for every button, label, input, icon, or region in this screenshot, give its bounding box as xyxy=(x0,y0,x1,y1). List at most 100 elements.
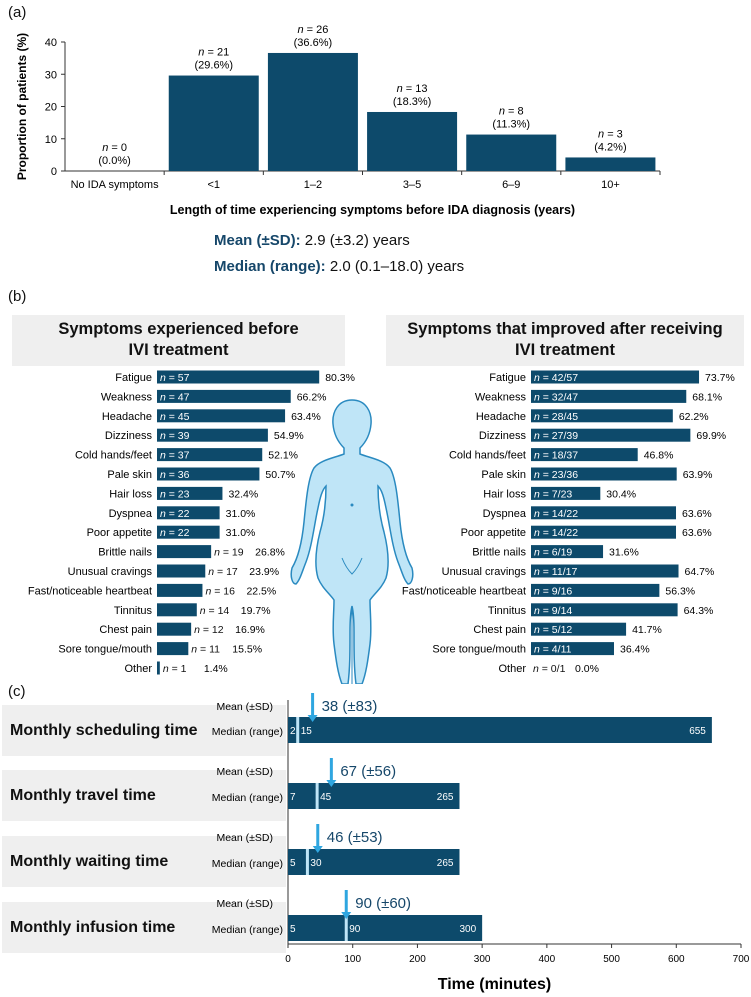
before-header-line2: IVI treatment xyxy=(128,341,229,359)
after-n-label: n = 18/37 xyxy=(534,450,578,462)
after-n-label: n = 28/45 xyxy=(534,411,578,423)
after-pct-label: 63.6% xyxy=(682,527,712,539)
after-bar-12 xyxy=(531,603,678,617)
max-label: 265 xyxy=(437,858,454,869)
median-label: 30 xyxy=(310,858,322,869)
time-x-tick-label: 700 xyxy=(733,954,750,965)
x-tick-label: <1 xyxy=(207,179,220,191)
after-bar-14 xyxy=(531,642,614,656)
before-category-label: Unusual cravings xyxy=(68,566,153,578)
after-n-label: n = 42/57 xyxy=(534,372,578,384)
before-bar-9 xyxy=(157,545,212,559)
min-label: 2 xyxy=(290,726,296,737)
before-bar-10 xyxy=(157,564,206,578)
before-n-label: n = 16 xyxy=(205,585,235,597)
mean-sd-label: Mean (±SD) xyxy=(216,766,273,778)
before-pct-label: 22.5% xyxy=(246,585,276,597)
before-pct-label: 15.5% xyxy=(232,644,262,656)
after-n-label: n = 14/22 xyxy=(534,508,578,520)
bar-3 xyxy=(367,111,458,171)
median-marker-1 xyxy=(315,783,319,809)
after-bar-10 xyxy=(531,564,679,578)
before-bar-13 xyxy=(157,622,192,636)
after-bar-6 xyxy=(531,486,601,500)
median-range-label: Median (range) xyxy=(212,792,283,804)
after-pct-label: 56.3% xyxy=(665,585,695,597)
time-x-tick-label: 400 xyxy=(539,954,556,965)
after-bar-9 xyxy=(531,545,604,559)
after-n-label: n = 5/12 xyxy=(534,624,572,636)
after-pct-label: 73.7% xyxy=(705,372,735,384)
after-bar-1 xyxy=(531,389,687,403)
bar-pct-label: (36.6%) xyxy=(294,37,333,49)
bar-n-label: n = 13 xyxy=(397,83,428,95)
after-pct-label: 62.2% xyxy=(679,411,709,423)
after-bar-13 xyxy=(531,622,627,636)
y-tick-label: 0 xyxy=(51,166,57,178)
time-x-axis-title: Time (minutes) xyxy=(438,976,552,993)
before-pct-label: 54.9% xyxy=(274,430,304,442)
mean-arrow-icon-0 xyxy=(307,715,318,722)
max-label: 265 xyxy=(437,792,454,803)
y-tick-label: 20 xyxy=(45,102,57,114)
before-bar-11 xyxy=(157,583,203,597)
panel-c-label: (c) xyxy=(8,683,26,700)
bar-n-label: n = 0 xyxy=(102,142,127,154)
x-axis-title: Length of time experiencing symptoms bef… xyxy=(170,203,575,217)
min-label: 5 xyxy=(290,924,296,935)
after-pct-label: 30.4% xyxy=(606,488,636,500)
after-bar-2 xyxy=(531,409,673,423)
before-bar-7 xyxy=(157,506,220,520)
median-marker-0 xyxy=(296,717,300,743)
before-header: Symptoms experienced before IVI treatmen… xyxy=(12,315,345,366)
bar-n-label: n = 26 xyxy=(297,24,328,36)
before-category-label: Poor appetite xyxy=(87,527,152,539)
bar-pct-label: (29.6%) xyxy=(194,60,233,72)
after-n-label: n = 0/1 xyxy=(533,663,566,675)
time-x-tick-label: 200 xyxy=(409,954,426,965)
after-pct-label: 63.6% xyxy=(682,508,712,520)
before-pct-label: 63.4% xyxy=(291,411,321,423)
before-n-label: n = 37 xyxy=(160,450,190,462)
after-category-label: Other xyxy=(498,663,526,675)
mean-arrow-icon-1 xyxy=(326,780,337,787)
before-category-label: Pale skin xyxy=(107,469,152,481)
x-tick-label: 1–2 xyxy=(304,179,322,191)
before-pct-label: 80.3% xyxy=(325,372,355,384)
after-header: Symptoms that improved after receiving I… xyxy=(386,315,744,366)
after-pct-label: 64.7% xyxy=(685,566,715,578)
after-bar-5 xyxy=(531,467,677,481)
mean-sd-label: Mean (±SD) xyxy=(216,898,273,910)
before-n-label: n = 23 xyxy=(160,488,190,500)
after-n-label: n = 4/11 xyxy=(534,644,572,656)
after-bar-4 xyxy=(531,448,638,462)
before-bar-1 xyxy=(157,389,291,403)
waiting-label: Monthly waiting time xyxy=(2,836,286,887)
mean-arrow-icon-3 xyxy=(341,912,352,919)
mean-value-label: 67 (±56) xyxy=(340,763,396,780)
before-bar-2 xyxy=(157,409,286,423)
before-category-label: Fast/noticeable heartbeat xyxy=(28,585,152,597)
mean-stat-line: Mean (±SD): 2.9 (±3.2) years xyxy=(214,232,410,249)
bar-n-label: n = 3 xyxy=(598,128,623,140)
x-tick-label: 6–9 xyxy=(502,179,520,191)
before-category-label: Other xyxy=(124,663,152,675)
after-bar-0 xyxy=(531,370,700,384)
after-category-label: Chest pain xyxy=(473,624,526,636)
before-pct-label: 50.7% xyxy=(265,469,295,481)
before-pct-label: 26.8% xyxy=(255,547,285,559)
mean-sd-label: Mean (±SD) xyxy=(216,701,273,713)
before-pct-label: 31.0% xyxy=(226,508,256,520)
scheduling-label: Monthly scheduling time xyxy=(2,705,286,756)
before-pct-label: 1.4% xyxy=(204,663,228,675)
travel-label: Monthly travel time xyxy=(2,770,286,821)
before-bar-0 xyxy=(157,370,320,384)
symptom-bar-charts: Fatigue n = 57 80.3% Weakness n = 47 66.2% Hea… xyxy=(28,370,735,684)
min-label: 7 xyxy=(290,792,296,803)
after-category-label: Tinnitus xyxy=(488,605,527,617)
bar-n-label: n = 21 xyxy=(198,47,229,59)
after-header-line2: IVI treatment xyxy=(515,341,615,359)
before-category-label: Dizziness xyxy=(105,430,153,442)
y-tick-label: 30 xyxy=(45,69,57,81)
median-marker-2 xyxy=(305,849,309,875)
